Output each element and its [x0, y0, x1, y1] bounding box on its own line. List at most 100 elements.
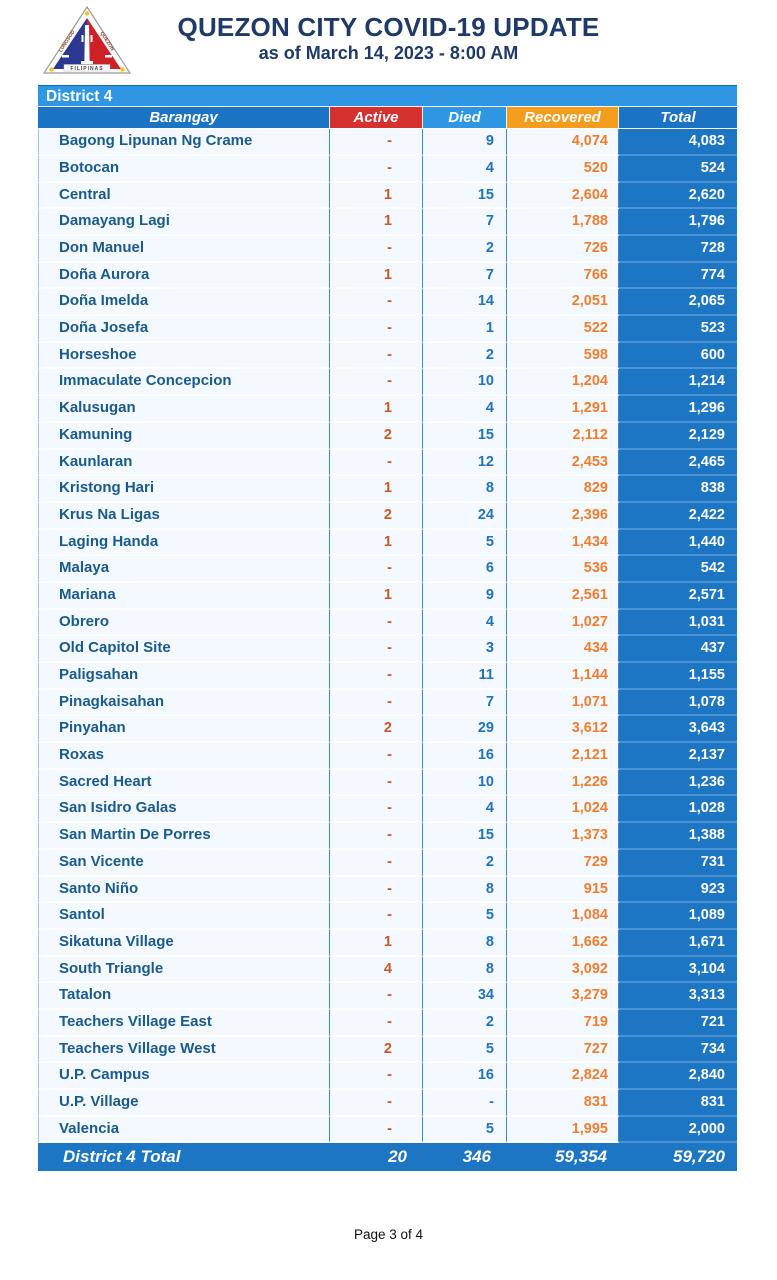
- active-cell: -: [330, 369, 423, 397]
- recovered-cell: 2,453: [507, 449, 619, 477]
- active-cell: -: [330, 609, 423, 637]
- table-body: Bagong Lipunan Ng Crame - 9 4,074 4,083 …: [38, 129, 737, 1144]
- barangay-cell: Doña Josefa: [38, 316, 330, 343]
- total-cell: 4,083: [619, 129, 737, 156]
- active-cell: -: [330, 1009, 423, 1037]
- column-header-barangay: Barangay: [38, 107, 330, 128]
- column-header-active: Active: [330, 107, 423, 128]
- table-row: San Vicente - 2 729 731: [38, 849, 737, 877]
- total-cell: 2,465: [619, 449, 737, 477]
- barangay-cell: Roxas: [38, 743, 330, 770]
- recovered-cell: 1,204: [507, 369, 619, 397]
- died-cell: 3: [423, 636, 507, 664]
- total-cell: 1,440: [619, 529, 737, 557]
- recovered-cell: 1,291: [507, 396, 619, 423]
- barangay-cell: San Martin De Porres: [38, 823, 330, 850]
- barangay-cell: South Triangle: [38, 956, 330, 984]
- table-row: U.P. Village - - 831 831: [38, 1090, 737, 1117]
- active-cell: 2: [330, 502, 423, 530]
- table-row: Doña Imelda - 14 2,051 2,065: [38, 289, 737, 317]
- active-cell: 1: [330, 529, 423, 557]
- recovered-cell: 1,788: [507, 209, 619, 237]
- barangay-cell: Paligsahan: [38, 663, 330, 690]
- active-cell: -: [330, 289, 423, 317]
- recovered-cell: 1,024: [507, 796, 619, 824]
- recovered-cell: 2,824: [507, 1063, 619, 1091]
- total-cell: 2,000: [619, 1116, 737, 1144]
- table-row: Laging Handa 1 5 1,434 1,440: [38, 529, 737, 557]
- seal-star-left: [49, 67, 54, 72]
- died-cell: 15: [423, 182, 507, 210]
- active-cell: -: [330, 663, 423, 690]
- barangay-cell: Mariana: [38, 582, 330, 610]
- active-cell: -: [330, 743, 423, 770]
- district-label: District 4: [38, 85, 737, 106]
- barangay-cell: Obrero: [38, 609, 330, 637]
- active-cell: -: [330, 129, 423, 156]
- died-cell: 11: [423, 663, 507, 690]
- died-cell: 5: [423, 1116, 507, 1144]
- died-cell: 4: [423, 396, 507, 423]
- column-header-recovered: Recovered: [507, 107, 619, 128]
- died-cell: 1: [423, 316, 507, 343]
- died-cell: 2: [423, 342, 507, 370]
- died-cell: 16: [423, 743, 507, 770]
- died-cell: -: [423, 1090, 507, 1117]
- total-cell: 2,571: [619, 582, 737, 610]
- active-cell: -: [330, 342, 423, 370]
- active-cell: -: [330, 903, 423, 930]
- barangay-cell: Horseshoe: [38, 342, 330, 370]
- barangay-cell: Teachers Village East: [38, 1009, 330, 1037]
- recovered-cell: 2,604: [507, 182, 619, 210]
- table-row: Teachers Village East - 2 719 721: [38, 1009, 737, 1037]
- total-cell: 3,313: [619, 983, 737, 1010]
- total-cell: 734: [619, 1036, 737, 1064]
- recovered-cell: 434: [507, 636, 619, 664]
- died-cell: 7: [423, 209, 507, 237]
- recovered-cell: 520: [507, 155, 619, 183]
- total-cell: 2,065: [619, 289, 737, 317]
- active-cell: -: [330, 849, 423, 877]
- recovered-cell: 831: [507, 1090, 619, 1117]
- table-row: South Triangle 4 8 3,092 3,104: [38, 956, 737, 984]
- table-row: Don Manuel - 2 726 728: [38, 236, 737, 263]
- barangay-cell: Sacred Heart: [38, 769, 330, 797]
- barangay-cell: Old Capitol Site: [38, 636, 330, 664]
- total-cell: 838: [619, 476, 737, 503]
- active-cell: -: [330, 983, 423, 1010]
- district-total-total: 59,720: [673, 1147, 725, 1167]
- total-cell: 1,078: [619, 689, 737, 717]
- total-cell: 1,028: [619, 796, 737, 824]
- died-cell: 7: [423, 689, 507, 717]
- recovered-cell: 829: [507, 476, 619, 503]
- active-cell: 2: [330, 716, 423, 744]
- died-cell: 6: [423, 556, 507, 583]
- column-header-total: Total: [619, 107, 737, 128]
- barangay-cell: Pinagkaisahan: [38, 689, 330, 717]
- table-row: Sikatuna Village 1 8 1,662 1,671: [38, 929, 737, 957]
- total-cell: 1,796: [619, 209, 737, 237]
- died-cell: 5: [423, 1036, 507, 1064]
- barangay-cell: Central: [38, 182, 330, 210]
- recovered-cell: 2,051: [507, 289, 619, 317]
- active-cell: 4: [330, 956, 423, 984]
- died-cell: 2: [423, 849, 507, 877]
- barangay-cell: Immaculate Concepcion: [38, 369, 330, 397]
- table-row: Mariana 1 9 2,561 2,571: [38, 582, 737, 610]
- total-cell: 923: [619, 876, 737, 904]
- barangay-cell: Valencia: [38, 1116, 330, 1144]
- barangay-cell: Don Manuel: [38, 236, 330, 263]
- table-row: Sacred Heart - 10 1,226 1,236: [38, 769, 737, 797]
- died-cell: 5: [423, 529, 507, 557]
- recovered-cell: 719: [507, 1009, 619, 1037]
- table-row: Botocan - 4 520 524: [38, 155, 737, 183]
- died-cell: 9: [423, 582, 507, 610]
- active-cell: -: [330, 769, 423, 797]
- seal-star-right: [120, 67, 125, 72]
- total-cell: 2,840: [619, 1063, 737, 1091]
- total-cell: 3,643: [619, 716, 737, 744]
- table-row: Immaculate Concepcion - 10 1,204 1,214: [38, 369, 737, 397]
- total-cell: 2,620: [619, 182, 737, 210]
- total-cell: 1,155: [619, 663, 737, 690]
- active-cell: -: [330, 1063, 423, 1091]
